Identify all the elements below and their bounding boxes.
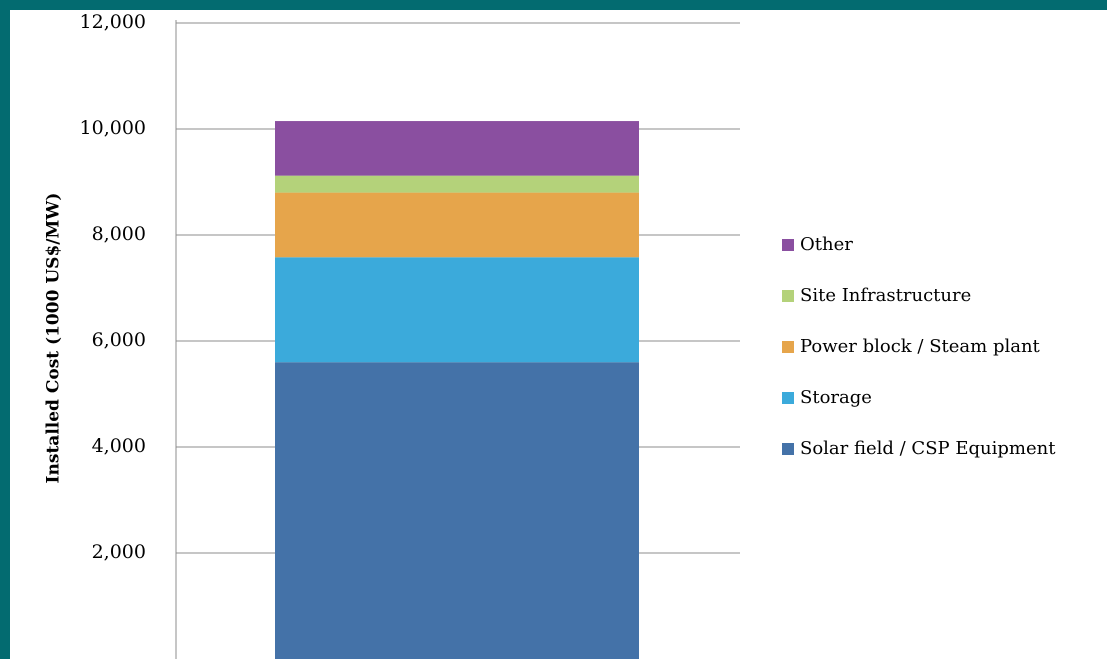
legend: Other Site Infrastructure Power block / St… [782,228,1102,483]
y-axis-title: Installed Cost (1000 US$/MW) [44,193,64,484]
legend-item: Site Infrastructure [782,279,1102,313]
y-tick-label: 4,000 [92,435,146,457]
legend-item: Solar field / CSP Equipment [782,432,1102,466]
legend-label: Other [800,234,853,255]
legend-item: Other [782,228,1102,262]
legend-swatch [782,239,794,251]
y-tick-label: 12,000 [80,11,146,33]
bar-segment-solar-field-csp-equipment [275,362,639,659]
y-tick-label: 6,000 [92,329,146,351]
bar-segment-storage [275,257,639,363]
y-tick-label: 8,000 [92,223,146,245]
legend-label: Solar field / CSP Equipment [800,438,1056,459]
y-tick-label: 10,000 [80,117,146,139]
legend-label: Storage [800,387,872,408]
legend-label: Power block / Steam plant [800,336,1040,357]
legend-swatch [782,392,794,404]
y-tick-label: 2,000 [92,541,146,563]
legend-swatch [782,341,794,353]
bar-segment-other [275,121,639,176]
legend-swatch [782,443,794,455]
frame-top-border [0,0,1107,10]
frame-left-border [0,0,10,659]
legend-item: Power block / Steam plant [782,330,1102,364]
bar-segment-power-block-steam-plant [275,192,639,258]
legend-item: Storage [782,381,1102,415]
legend-swatch [782,290,794,302]
legend-label: Site Infrastructure [800,285,972,306]
y-tick-labels: 2,000 4,000 6,000 8,000 10,000 12,000 [80,11,146,563]
bar-segment-site-infrastructure [275,175,639,193]
bar-stack [275,121,639,659]
